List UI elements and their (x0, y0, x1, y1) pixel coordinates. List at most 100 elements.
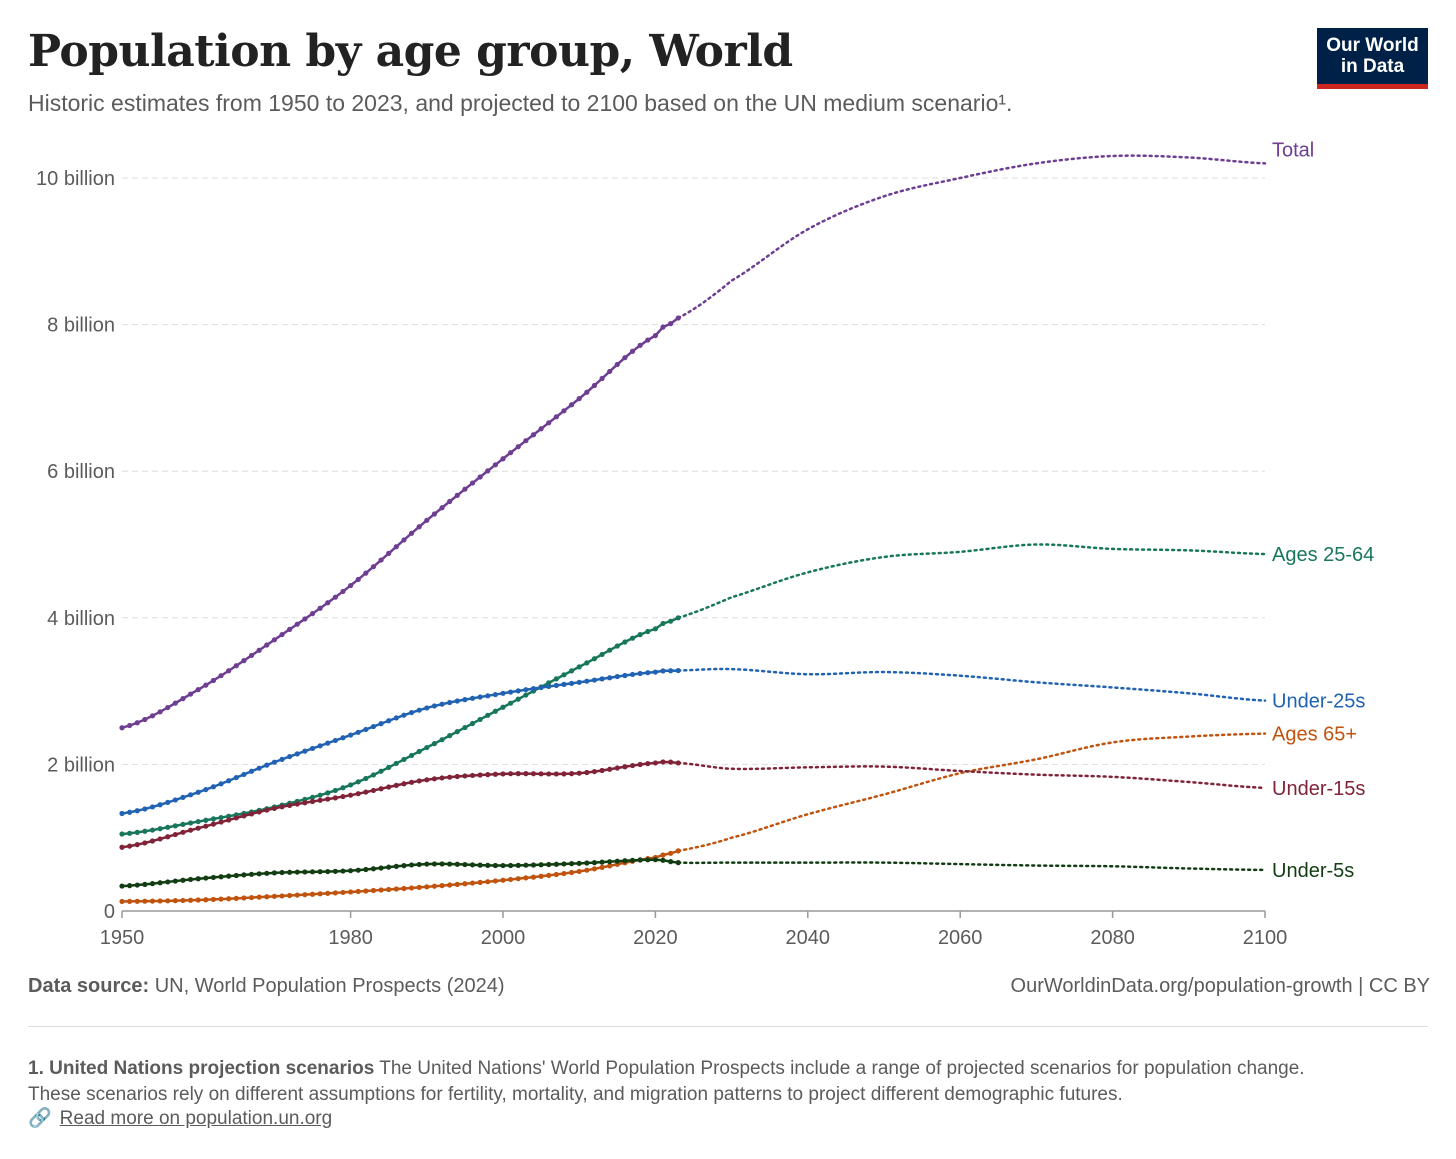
data-point-total (561, 408, 567, 414)
data-point-under-25s (294, 751, 300, 757)
data-point-under-15s (607, 766, 613, 772)
data-point-total (629, 348, 636, 354)
data-point-under-25s (393, 715, 399, 721)
data-point-total (203, 682, 209, 688)
data-point-ages-65- (119, 898, 125, 905)
data-point-under-25s (614, 673, 620, 680)
data-point-under-5s (668, 859, 674, 865)
data-point-ages-65- (294, 892, 300, 898)
data-point-under-15s (538, 771, 544, 777)
data-point-under-5s (248, 871, 255, 877)
data-point-total (622, 355, 628, 361)
data-point-under-5s (515, 862, 521, 868)
data-point-ages-25-64 (637, 632, 643, 638)
data-point-under-15s (454, 773, 460, 780)
data-point-ages-25-64 (431, 741, 438, 747)
data-point-ages-25-64 (607, 647, 613, 653)
data-point-ages-25-64 (660, 620, 666, 627)
data-point-under-25s (203, 786, 209, 793)
data-point-under-25s (248, 768, 255, 774)
data-point-under-25s (264, 762, 270, 768)
data-point-under-25s (416, 707, 422, 713)
data-point-ages-65- (309, 891, 316, 897)
data-point-total (302, 616, 308, 622)
chart-subtitle: Historic estimates from 1950 to 2023, an… (28, 90, 1013, 116)
credit-link[interactable]: OurWorldinData.org/population-growth | C… (1010, 975, 1430, 997)
data-point-under-25s (568, 680, 575, 686)
data-point-under-25s (256, 765, 262, 771)
data-point-under-15s (401, 781, 407, 787)
data-point-total (325, 600, 331, 606)
data-point-under-5s (439, 861, 445, 867)
data-point-total (142, 716, 148, 723)
data-point-total (599, 375, 605, 382)
data-point-under-5s (477, 862, 483, 868)
data-point-total (348, 582, 354, 589)
series-label-under-25s: Under-25s (1272, 691, 1365, 713)
x-tick-label: 2040 (786, 927, 831, 949)
y-tick-label: 2 billion (47, 754, 115, 776)
data-point-under-15s (462, 773, 468, 779)
data-point-under-15s (477, 772, 483, 778)
data-point-total (317, 605, 323, 611)
data-point-under-5s (172, 878, 178, 884)
data-point-under-25s (172, 797, 178, 803)
data-point-under-15s (241, 813, 247, 819)
data-point-ages-25-64 (599, 651, 605, 658)
data-point-under-25s (127, 809, 133, 815)
data-point-under-15s (652, 760, 659, 766)
data-point-under-5s (264, 870, 270, 876)
data-point-under-25s (645, 670, 651, 676)
data-point-under-15s (561, 771, 567, 777)
y-tick-label: 0 (104, 901, 115, 923)
data-point-under-5s (355, 867, 361, 873)
data-point-under-25s (660, 668, 666, 674)
data-point-under-5s (127, 883, 133, 889)
data-point-total (508, 450, 514, 456)
data-point-total (523, 438, 529, 444)
data-point-ages-65- (264, 894, 270, 900)
data-point-ages-65- (210, 896, 217, 903)
data-point-under-15s (210, 821, 217, 827)
data-point-under-25s (355, 729, 361, 735)
data-point-ages-65- (203, 897, 209, 903)
data-point-ages-65- (462, 881, 468, 887)
data-point-under-15s (553, 771, 559, 777)
data-point-under-25s (165, 799, 171, 806)
data-point-under-15s (325, 796, 331, 802)
data-point-under-25s (439, 701, 445, 707)
read-more-link[interactable]: Read more on population.un.org (59, 1108, 333, 1129)
data-point-total (264, 642, 270, 648)
data-point-total (226, 668, 232, 674)
data-point-under-15s (279, 804, 285, 810)
data-point-under-15s (660, 759, 666, 765)
data-point-ages-65- (500, 877, 506, 883)
x-tick-label: 2080 (1090, 927, 1135, 949)
data-point-ages-65- (165, 898, 171, 904)
data-point-total (119, 725, 125, 731)
data-point-under-5s (309, 869, 316, 875)
data-point-total (134, 720, 140, 726)
data-point-total (568, 402, 575, 408)
data-point-under-25s (607, 675, 613, 681)
data-point-under-25s (218, 781, 224, 787)
data-point-under-15s (187, 827, 194, 833)
data-point-total (469, 480, 476, 486)
data-point-ages-65- (408, 885, 415, 891)
x-tick-label: 1950 (100, 927, 145, 949)
data-point-ages-25-64 (492, 708, 498, 714)
data-point-under-25s (431, 703, 438, 709)
data-point-total (309, 611, 316, 617)
data-point-total (500, 456, 506, 462)
data-point-under-5s (340, 868, 346, 874)
data-point-under-25s (226, 778, 232, 784)
data-point-ages-25-64 (340, 785, 346, 791)
data-point-under-25s (469, 695, 476, 701)
data-point-under-5s (637, 857, 643, 863)
data-point-total (454, 492, 460, 498)
owid-logo[interactable]: Our World in Data (1317, 28, 1428, 89)
data-point-under-15s (530, 771, 537, 777)
data-point-ages-25-64 (523, 692, 529, 698)
data-point-ages-25-64 (462, 724, 468, 731)
data-point-under-25s (119, 810, 125, 817)
